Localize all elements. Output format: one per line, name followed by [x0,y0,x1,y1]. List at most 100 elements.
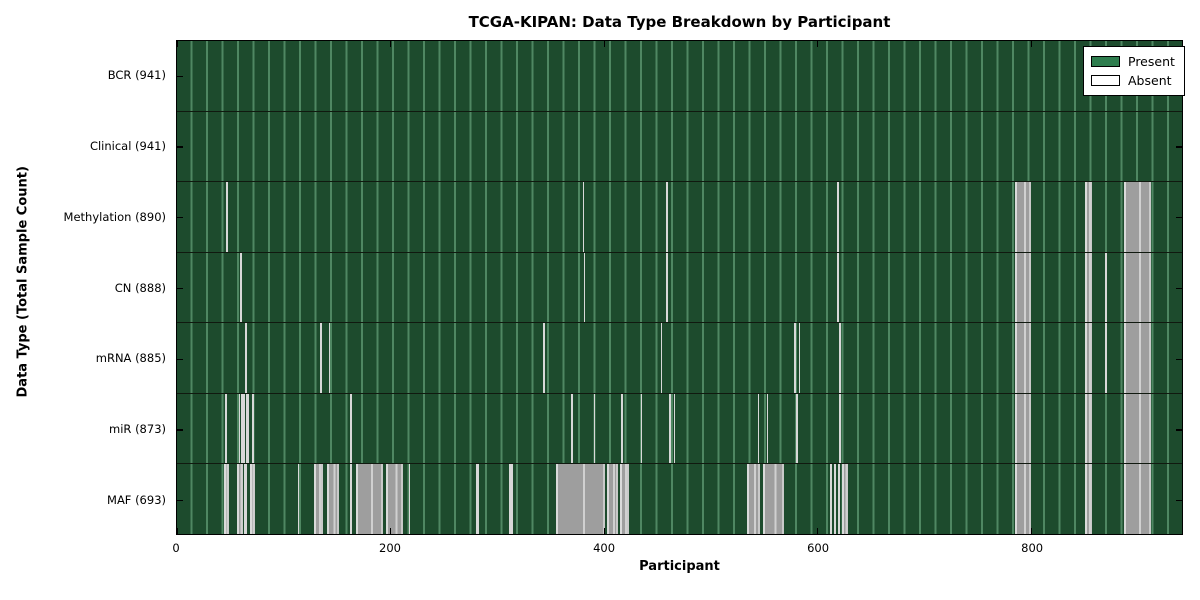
legend: Present Absent [1083,46,1185,96]
x-tick-top [1030,41,1033,47]
absent-stripe-MAF [842,464,848,535]
absent-stripe-Methylation [582,182,585,252]
y-tick-label-miR: miR (873) [109,421,166,436]
y-tick-right [1176,287,1182,290]
absent-stripe-miR [241,393,243,464]
absent-stripe-mRNA [1105,323,1107,393]
absent-stripe-MAF [1084,464,1093,535]
x-tick-bottom [817,528,819,534]
absent-stripe-CN [837,252,839,323]
absent-stripe-miR [757,393,760,464]
absent-stripe-MAF [829,464,832,535]
absent-swatch [1091,75,1120,86]
absent-stripe-MAF [1015,464,1032,535]
absent-stripe-MAF [556,464,606,535]
absent-stripe-miR [593,393,596,464]
legend-label-present: Present [1128,54,1175,69]
absent-stripe-miR [246,393,249,464]
absent-stripe-miR [350,393,352,464]
y-tick-label-MAF: MAF (693) [107,492,166,507]
y-tick-left [177,429,183,431]
y-tick-label-mRNA: mRNA (885) [95,351,166,366]
y-tick-left [177,75,183,78]
absent-stripe-miR [225,393,227,464]
absent-stripe-MAF [476,464,480,535]
row-Methylation [177,181,1182,252]
absent-stripe-MAF [838,464,841,535]
absent-stripe-MAF [249,464,255,535]
absent-stripe-CN [1124,252,1151,323]
absent-stripe-MAF [747,464,761,535]
row-CN [177,251,1182,323]
y-tick-right [1176,217,1182,219]
absent-stripe-miR [1015,393,1032,464]
absent-stripe-MAF [350,464,353,535]
absent-stripe-mRNA [245,323,247,393]
absent-stripe-miR [621,393,623,464]
x-tick-bottom [603,528,605,534]
row-mRNA [177,322,1182,393]
absent-stripe-MAF [297,464,300,535]
absent-stripe-CN [1015,252,1032,323]
absent-stripe-mRNA [660,323,663,393]
absent-stripe-mRNA [798,323,801,393]
row-miR [177,392,1182,464]
absent-stripe-miR [640,393,643,464]
plot-area [176,40,1183,535]
absent-stripe-CN [666,252,668,323]
absent-stripe-mRNA [1124,323,1151,393]
present-swatch [1091,56,1120,67]
chart-title: TCGA-KIPAN: Data Type Breakdown by Parti… [468,13,891,31]
absent-stripe-miR [839,393,841,464]
absent-stripe-MAF [620,464,629,535]
y-tick-label-CN: CN (888) [114,280,166,295]
absent-stripe-MAF [223,464,230,535]
absent-stripe-MAF [509,464,514,535]
absent-stripe-miR [796,393,798,464]
absent-stripe-miR [669,393,671,464]
absent-stripe-MAF [833,464,836,535]
y-tick-right [1176,429,1182,431]
absent-stripe-miR [673,393,676,464]
absent-stripe-miR [1124,393,1151,464]
absent-stripe-mRNA [1015,323,1032,393]
absent-stripe-MAF [386,464,404,535]
absent-stripe-miR [238,393,241,464]
absent-stripe-mRNA [543,323,545,393]
absent-stripe-miR [243,393,245,464]
absent-stripe-mRNA [794,323,796,393]
absent-stripe-Methylation [1124,182,1151,252]
x-tick-top [603,41,605,47]
legend-entry-present: Present [1091,52,1175,71]
absent-stripe-mRNA [328,323,331,393]
x-tick-top [176,41,178,47]
absent-stripe-miR [766,393,769,464]
row-MAF [177,463,1182,535]
absent-stripe-MAF [244,464,248,535]
absent-stripe-CN [583,252,586,323]
x-tick-label-200: 200 [379,541,401,555]
y-tick-label-Methylation: Methylation (890) [63,209,166,224]
y-tick-left [177,146,183,148]
absent-stripe-CN [1084,252,1093,323]
row-BCR [177,41,1182,111]
absent-stripe-Methylation [226,182,228,252]
absent-stripe-MAF [236,464,244,535]
x-tick-label-0: 0 [172,541,180,555]
absent-stripe-MAF [356,464,384,535]
legend-label-absent: Absent [1128,73,1172,88]
y-tick-left [177,287,183,290]
x-tick-label-800: 800 [1021,541,1044,555]
absent-stripe-MAF [326,464,340,535]
absent-stripe-Methylation [1084,182,1093,252]
x-tick-bottom [176,528,178,534]
absent-stripe-MAF [763,464,784,535]
x-tick-label-600: 600 [807,541,830,555]
absent-stripe-miR [571,393,573,464]
absent-stripe-Methylation [666,182,668,252]
y-tick-left [177,358,183,360]
y-tick-label-BCR: BCR (941) [107,68,166,83]
x-tick-top [389,41,392,47]
absent-stripe-mRNA [839,323,841,393]
